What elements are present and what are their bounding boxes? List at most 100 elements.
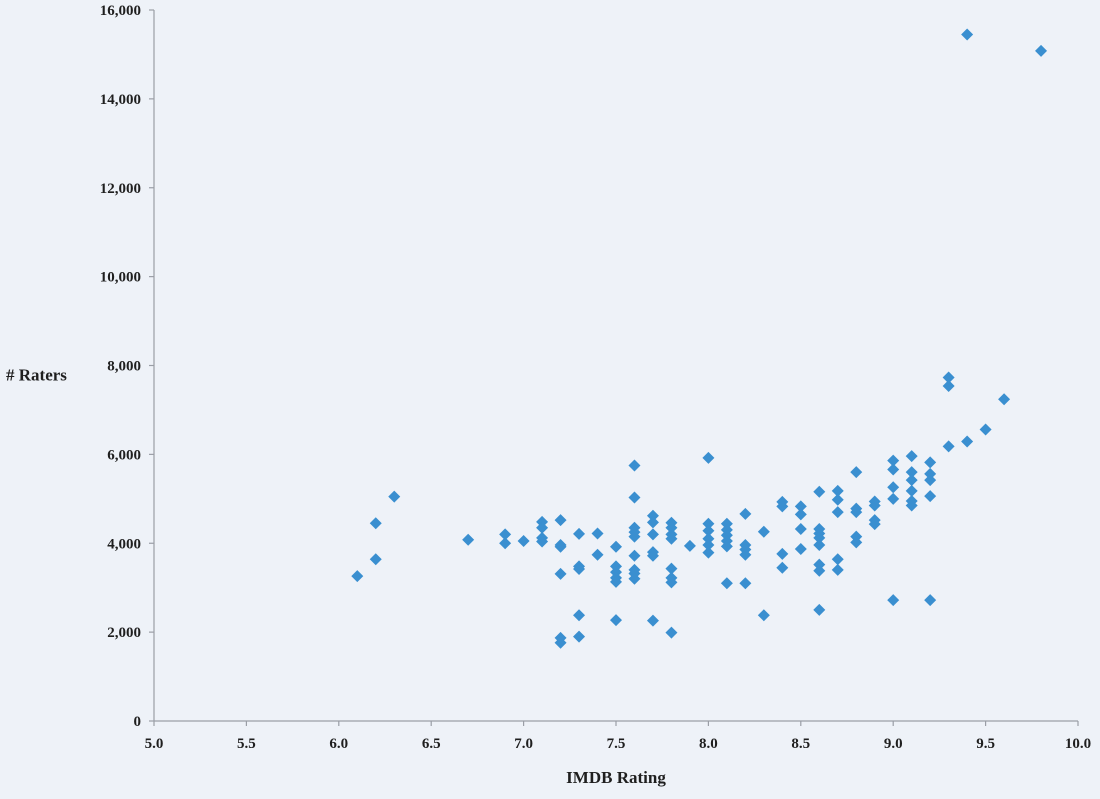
data-point [646, 528, 659, 541]
data-point [1035, 44, 1048, 57]
data-point [905, 474, 918, 487]
x-tick-label: 5.0 [145, 736, 164, 752]
data-point [610, 575, 622, 588]
data-point [591, 548, 604, 561]
data-point [831, 484, 844, 497]
data-point [794, 500, 807, 513]
data-point [942, 379, 955, 392]
data-point [720, 577, 733, 590]
data-point [868, 518, 881, 531]
y-tick-label: 10,000 [100, 270, 141, 286]
data-point [683, 539, 696, 552]
data-point [813, 485, 826, 498]
y-tick-label: 12,000 [100, 181, 141, 197]
x-tick-label: 6.0 [329, 736, 348, 752]
data-point [628, 530, 641, 543]
data-point [573, 609, 586, 622]
data-point [702, 451, 715, 464]
y-axis-ticks: 0 2,000 4,000 6,000 8,000 10,000 12,000 14,000 1… [100, 3, 154, 730]
x-tick-label: 6.5 [422, 736, 441, 752]
data-point [924, 456, 937, 469]
data-point [905, 499, 918, 512]
data-point [462, 533, 475, 546]
y-tick-label: 6,000 [107, 447, 141, 463]
data-point [646, 509, 659, 522]
x-tick-label: 7.0 [514, 736, 533, 752]
data-point [794, 543, 807, 556]
data-point [813, 603, 826, 616]
data-point [961, 28, 974, 41]
data-point [646, 614, 659, 627]
y-tick-label: 14,000 [100, 92, 141, 108]
data-point [850, 536, 863, 549]
data-point [554, 567, 567, 580]
data-point [499, 528, 512, 541]
data-point [517, 535, 530, 548]
x-tick-label: 5.5 [237, 736, 256, 752]
data-point [351, 570, 364, 583]
data-point [831, 493, 844, 506]
data-point [831, 553, 844, 566]
data-point [831, 506, 844, 519]
data-point [924, 594, 937, 607]
data-point [536, 521, 549, 534]
data-point [720, 517, 733, 530]
data-point [499, 537, 512, 550]
data-point [702, 524, 715, 537]
data-points [351, 28, 1048, 649]
data-point [554, 540, 567, 553]
data-point [554, 636, 567, 649]
data-point [757, 525, 770, 538]
data-point [850, 506, 863, 519]
data-point [536, 535, 549, 548]
data-point [868, 499, 881, 512]
y-tick-label: 16,000 [100, 3, 141, 19]
data-point [628, 572, 641, 585]
data-point [757, 609, 770, 622]
data-point [924, 490, 937, 503]
data-point [573, 630, 586, 643]
data-point [887, 481, 900, 494]
data-point [813, 531, 826, 544]
x-tick-label: 8.0 [699, 736, 718, 752]
data-point [665, 532, 678, 545]
data-point [924, 474, 937, 487]
data-point [665, 521, 678, 534]
y-tick-label: 4,000 [107, 536, 141, 552]
data-point [739, 577, 752, 590]
data-point [776, 561, 789, 574]
data-point [702, 532, 715, 545]
data-point [813, 564, 826, 577]
data-point [942, 440, 955, 453]
data-point [646, 516, 659, 529]
data-point [610, 540, 622, 553]
data-point [369, 517, 382, 530]
data-point [739, 507, 752, 520]
data-point [702, 539, 715, 552]
data-point [554, 514, 567, 527]
data-point [887, 463, 900, 476]
data-point [887, 594, 900, 607]
x-tick-label: 9.0 [884, 736, 903, 752]
data-point [776, 547, 789, 560]
data-point [573, 527, 586, 540]
data-point [998, 393, 1011, 406]
x-tick-label: 7.5 [607, 736, 626, 752]
data-point [628, 549, 641, 562]
data-point [776, 500, 789, 513]
data-point [961, 435, 974, 448]
x-axis-ticks: 5.0 5.5 6.0 6.5 7.0 7.5 8.0 8.5 9.0 9.5 10.0 [145, 721, 1091, 752]
data-point [665, 626, 678, 639]
data-point [388, 490, 401, 503]
x-tick-label: 8.5 [791, 736, 810, 752]
data-point [628, 491, 641, 504]
data-point [665, 562, 678, 575]
data-point [905, 450, 918, 463]
data-point [573, 563, 586, 576]
data-point [794, 508, 807, 521]
data-point [610, 614, 622, 627]
y-tick-label: 2,000 [107, 625, 141, 641]
data-point [887, 492, 900, 505]
data-point [702, 546, 715, 559]
